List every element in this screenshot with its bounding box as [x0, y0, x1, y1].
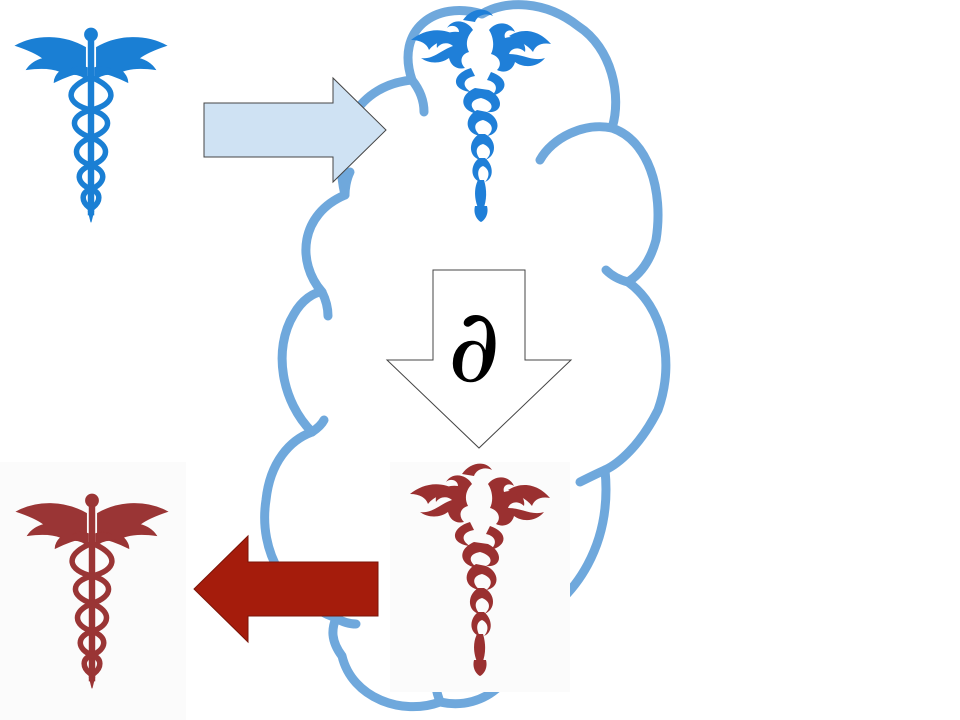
- cloud-lobe: [317, 287, 333, 321]
- cloud-lobe: [340, 167, 355, 200]
- cloud-lobe: [307, 415, 329, 437]
- cloud-lobe: [535, 122, 617, 165]
- cloud-lobe: [331, 613, 361, 629]
- cloud-lobe: [601, 265, 633, 287]
- cloud-lobe: [575, 465, 610, 487]
- arrow-out-of-cloud: [193, 534, 379, 644]
- partial-derivative-symbol: ∂: [448, 287, 501, 406]
- caduceus-icon: [16, 28, 167, 222]
- cloud-lobe: [407, 75, 429, 117]
- arrow-into-cloud: [203, 76, 387, 184]
- arrow-derivative: [385, 269, 573, 449]
